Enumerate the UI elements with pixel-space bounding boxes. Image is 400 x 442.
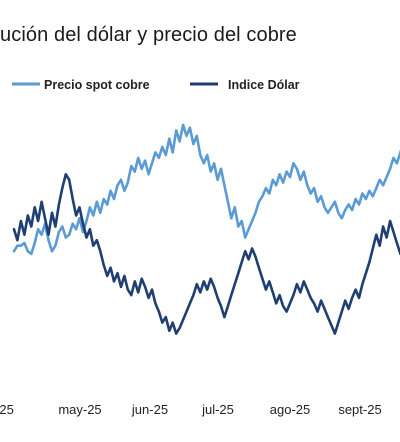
x-tick-label: jun-25 — [131, 402, 168, 417]
x-tick-label: abr-25 — [0, 402, 14, 417]
legend-label-dollar: Indice Dólar — [228, 78, 300, 92]
series-layer — [12, 123, 400, 335]
series-line-copper — [12, 123, 400, 256]
x-tick-label: jul-25 — [201, 402, 234, 417]
x-axis: abr-25 may-25 jun-25 jul-25 ago-25 sept-25 — [0, 402, 382, 417]
legend: Precio spot cobre Indice Dólar — [12, 78, 300, 92]
series-line-dollar — [12, 173, 400, 335]
chart-title: ución del dólar y precio del cobre — [0, 24, 297, 46]
x-tick-label: may-25 — [58, 402, 101, 417]
x-tick-label: sept-25 — [338, 402, 381, 417]
legend-label-copper: Precio spot cobre — [44, 78, 150, 92]
x-tick-label: ago-25 — [270, 402, 310, 417]
